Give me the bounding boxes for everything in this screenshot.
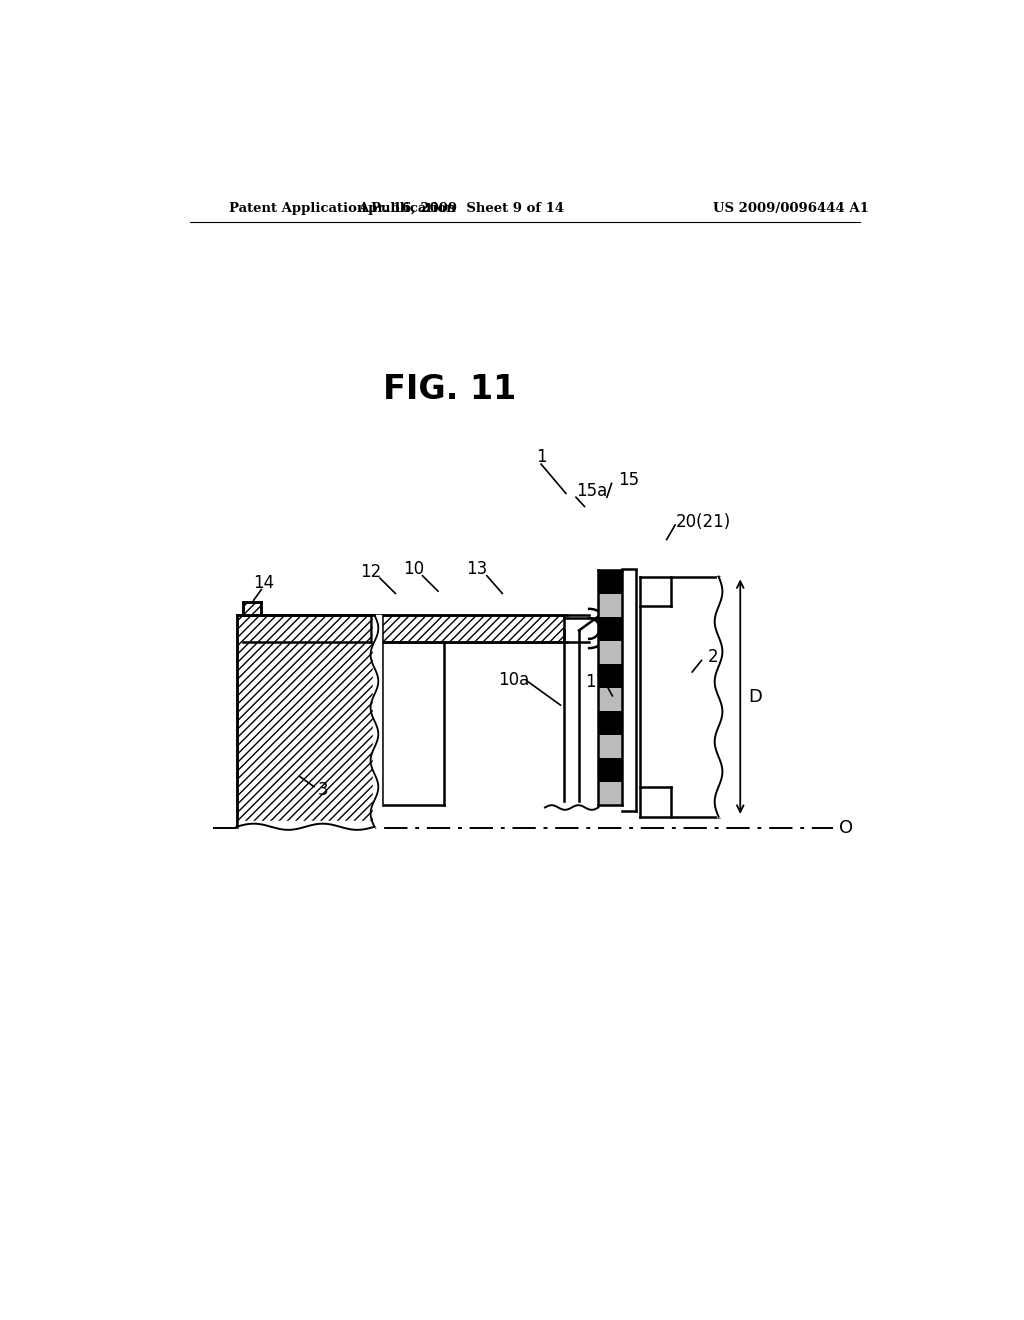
Polygon shape bbox=[598, 594, 623, 618]
Polygon shape bbox=[598, 781, 623, 805]
Text: 13: 13 bbox=[466, 560, 487, 578]
Polygon shape bbox=[243, 602, 261, 615]
Polygon shape bbox=[598, 618, 623, 640]
Polygon shape bbox=[598, 664, 623, 688]
Text: 11: 11 bbox=[585, 673, 606, 690]
Polygon shape bbox=[237, 615, 375, 826]
Text: 2: 2 bbox=[708, 648, 718, 665]
Polygon shape bbox=[598, 758, 623, 781]
Text: 14: 14 bbox=[253, 574, 274, 593]
Text: 10: 10 bbox=[402, 560, 424, 578]
Polygon shape bbox=[598, 640, 623, 664]
Text: 1: 1 bbox=[536, 449, 547, 466]
Text: O: O bbox=[840, 820, 854, 837]
Text: FIG. 11: FIG. 11 bbox=[383, 374, 516, 407]
Text: 20(21): 20(21) bbox=[676, 513, 731, 531]
Text: US 2009/0096444 A1: US 2009/0096444 A1 bbox=[713, 202, 869, 215]
Polygon shape bbox=[371, 615, 563, 642]
Text: Patent Application Publication: Patent Application Publication bbox=[228, 202, 456, 215]
Text: D: D bbox=[748, 688, 762, 706]
Polygon shape bbox=[598, 735, 623, 758]
Text: 3: 3 bbox=[318, 781, 329, 799]
Polygon shape bbox=[598, 570, 623, 594]
Text: 15a: 15a bbox=[575, 482, 607, 500]
Polygon shape bbox=[598, 688, 623, 711]
Text: 15: 15 bbox=[617, 471, 639, 490]
Polygon shape bbox=[598, 711, 623, 735]
Text: 12: 12 bbox=[360, 562, 381, 581]
Text: 10a: 10a bbox=[499, 672, 529, 689]
Text: Apr. 16, 2009  Sheet 9 of 14: Apr. 16, 2009 Sheet 9 of 14 bbox=[358, 202, 564, 215]
